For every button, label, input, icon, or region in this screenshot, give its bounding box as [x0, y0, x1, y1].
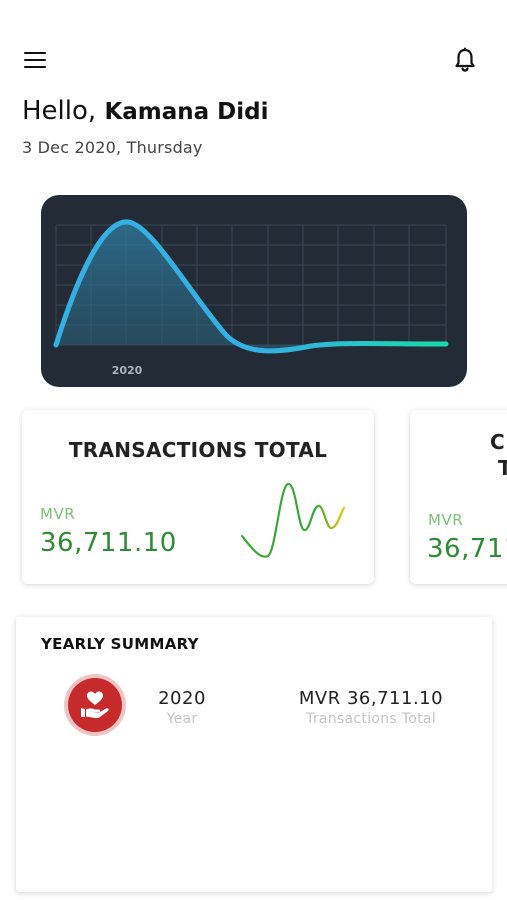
- total-column: MVR 36,711.10 Transactions Total: [286, 688, 456, 727]
- total-value: MVR 36,711.10: [298, 688, 444, 709]
- x-tick-label: 2020: [112, 364, 143, 377]
- year-column: 2020 Year: [126, 688, 238, 727]
- menu-icon-bar: [24, 59, 46, 62]
- card-amount: 36,711.10: [40, 528, 177, 558]
- summary-icon-badge: [64, 674, 126, 736]
- chart-svg: 2020: [53, 219, 449, 377]
- menu-icon-bar: [24, 66, 46, 69]
- greeting: Hello, Kamana Didi: [22, 96, 269, 126]
- card-title-line1: C: [490, 430, 505, 454]
- card-title-line2: T: [498, 456, 507, 480]
- year-value: 2020: [158, 688, 206, 709]
- card-currency: MVR: [428, 511, 464, 529]
- secondary-total-card[interactable]: C T MVR 36,711: [410, 410, 507, 584]
- menu-button[interactable]: [22, 48, 48, 72]
- current-date: 3 Dec 2020, Thursday: [22, 138, 203, 157]
- user-name: Kamana Didi: [104, 99, 269, 125]
- year-label: Year: [166, 711, 198, 727]
- card-title: TRANSACTIONS TOTAL: [68, 438, 328, 462]
- chart-series-line: [53, 219, 449, 354]
- heart-in-hand-icon: [81, 691, 109, 719]
- transactions-total-card[interactable]: TRANSACTIONS TOTAL MVR 36,711.10: [22, 410, 374, 584]
- summary-title: YEARLY SUMMARY: [41, 635, 199, 653]
- greeting-text: Hello,: [22, 96, 97, 126]
- transactions-chart: 2020: [41, 195, 467, 387]
- notifications-button[interactable]: [450, 44, 480, 74]
- sparkline: [240, 482, 346, 558]
- yearly-summary-card: YEARLY SUMMARY 2020 Year MVR 36,711.10 T…: [16, 617, 492, 892]
- bell-icon: [455, 46, 475, 72]
- card-amount: 36,711: [427, 534, 507, 564]
- total-label: Transactions Total: [306, 711, 436, 727]
- card-currency: MVR: [40, 505, 76, 523]
- hamburger-menu-icon: [24, 52, 46, 55]
- chart-area-fill: [56, 221, 446, 351]
